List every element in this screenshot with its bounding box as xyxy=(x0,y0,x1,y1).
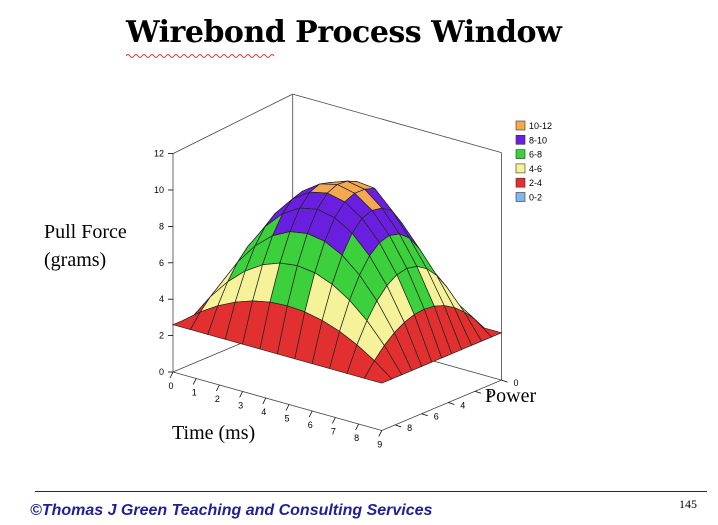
x-tick xyxy=(216,384,220,392)
x-tick xyxy=(332,417,336,424)
z-tick-label: 4 xyxy=(159,294,164,304)
spellcheck-underline xyxy=(126,54,275,58)
x-tick-label: 0 xyxy=(168,381,173,391)
z-tick-label: 10 xyxy=(154,185,164,195)
y-tick xyxy=(421,413,428,417)
z-axis-label-line2: (grams) xyxy=(44,249,107,271)
legend-label: 10-12 xyxy=(529,121,552,131)
z-tick-label: 6 xyxy=(159,258,164,268)
chart-title: Wirebond Process Window xyxy=(126,15,562,50)
surface-mesh xyxy=(171,180,503,384)
x-tick-label: 6 xyxy=(308,420,313,430)
footer-divider xyxy=(35,491,707,492)
x-tick-label: 3 xyxy=(238,401,243,411)
page-number: 145 xyxy=(679,497,697,511)
top-left-edge xyxy=(172,93,293,154)
y-tick-label: 4 xyxy=(460,401,465,411)
x-tick-label: 2 xyxy=(215,394,220,404)
x-tick-label: 9 xyxy=(377,440,382,450)
y-tick xyxy=(474,390,482,394)
y-axis-label: Power xyxy=(485,385,537,407)
z-tick-label: 2 xyxy=(159,331,164,341)
legend-swatch xyxy=(515,192,526,202)
legend: 10-12 8-10 6-8 4-6 2-4 0-2 xyxy=(515,120,552,203)
x-tick xyxy=(262,397,267,405)
z-tick-label: 0 xyxy=(159,367,164,377)
legend-label: 0-2 xyxy=(529,193,542,203)
y-axis-line xyxy=(381,379,502,431)
x-tick-label: 1 xyxy=(192,388,197,398)
top-back-edge xyxy=(292,93,502,153)
y-tick-label: 6 xyxy=(434,412,439,422)
legend-label: 4-6 xyxy=(529,164,542,174)
x-tick-label: 4 xyxy=(261,407,266,417)
x-tick xyxy=(355,423,359,431)
z-tick-label: 12 xyxy=(154,149,164,159)
y-tick xyxy=(394,424,402,428)
y-tick-label: 2 xyxy=(487,389,492,399)
y-tick xyxy=(448,402,455,405)
x-tick xyxy=(192,378,197,385)
x-tick xyxy=(378,430,383,437)
surface-patch xyxy=(363,360,393,384)
x-tick xyxy=(169,371,174,379)
legend-swatch xyxy=(515,163,526,174)
legend-swatch xyxy=(515,177,526,188)
x-axis-label: Time (ms) xyxy=(172,422,256,444)
footer-credit: ©Thomas J Green Teaching and Consulting … xyxy=(30,502,433,519)
legend-label: 8-10 xyxy=(529,135,547,145)
z-axis-label: Pull Force (grams) xyxy=(44,218,127,274)
legend-swatch xyxy=(515,135,526,145)
z-axis-label-line1: Pull Force xyxy=(44,221,127,243)
x-tick xyxy=(308,410,313,418)
legend-label: 2-4 xyxy=(529,178,542,188)
z-tick-label: 8 xyxy=(159,221,164,231)
y-tick-label: 0 xyxy=(514,378,519,388)
legend-swatch xyxy=(515,120,526,131)
y-tick xyxy=(501,379,508,383)
x-tick xyxy=(285,404,290,411)
y-tick-label: 8 xyxy=(407,423,412,433)
x-axis-line xyxy=(172,371,382,431)
x-tick-label: 7 xyxy=(331,427,336,437)
x-tick xyxy=(239,391,243,398)
x-tick-label: 5 xyxy=(284,414,289,424)
legend-label: 6-8 xyxy=(529,150,542,160)
x-tick-label: 8 xyxy=(354,433,359,443)
legend-swatch xyxy=(515,149,526,159)
